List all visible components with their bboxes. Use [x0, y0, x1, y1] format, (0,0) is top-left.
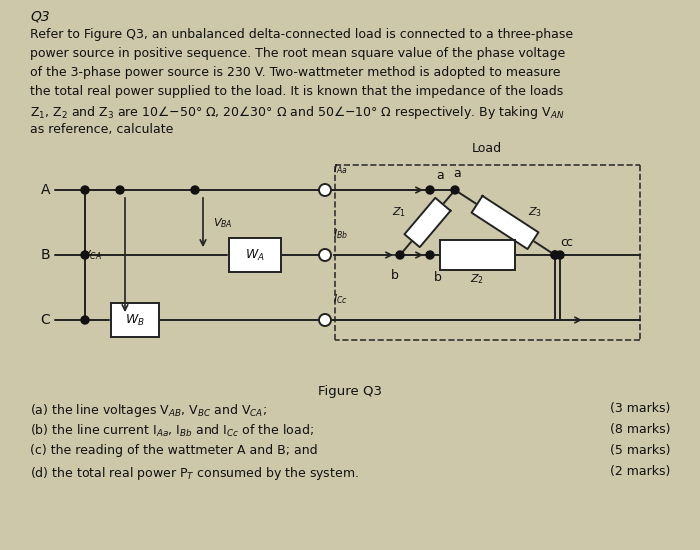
Text: (b) the line current I$_{Aa}$, I$_{Bb}$ and I$_{Cc}$ of the load;: (b) the line current I$_{Aa}$, I$_{Bb}$ …	[30, 423, 314, 439]
Text: c: c	[565, 236, 572, 249]
Text: $V_{BA}$: $V_{BA}$	[213, 216, 232, 230]
Text: Refer to Figure Q3, an unbalanced delta-connected load is connected to a three-p: Refer to Figure Q3, an unbalanced delta-…	[30, 28, 573, 41]
Text: (c) the reading of the wattmeter A and B; and: (c) the reading of the wattmeter A and B…	[30, 444, 318, 457]
Text: a: a	[436, 169, 444, 182]
Text: (3 marks): (3 marks)	[610, 402, 670, 415]
Text: power source in positive sequence. The root mean square value of the phase volta: power source in positive sequence. The r…	[30, 47, 566, 60]
Circle shape	[319, 184, 331, 196]
Text: Z$_1$, Z$_2$ and Z$_3$ are 10$\angle$$-$50° $\Omega$, 20$\angle$30° $\Omega$ and: Z$_1$, Z$_2$ and Z$_3$ are 10$\angle$$-$…	[30, 104, 564, 121]
Text: of the 3-phase power source is 230 V. Two-wattmeter method is adopted to measure: of the 3-phase power source is 230 V. Tw…	[30, 66, 561, 79]
Text: (5 marks): (5 marks)	[610, 444, 670, 457]
Text: C: C	[41, 313, 50, 327]
Text: as reference, calculate: as reference, calculate	[30, 123, 174, 136]
Text: $V_{CA}$: $V_{CA}$	[82, 248, 102, 262]
Text: Figure Q3: Figure Q3	[318, 385, 382, 398]
Circle shape	[551, 251, 559, 259]
Circle shape	[81, 251, 89, 259]
Circle shape	[319, 314, 331, 326]
Circle shape	[191, 186, 199, 194]
Text: b: b	[391, 269, 399, 282]
Bar	[440, 240, 514, 270]
Circle shape	[81, 316, 89, 324]
Text: Q3: Q3	[30, 10, 50, 24]
Text: $Z_1$: $Z_1$	[393, 206, 407, 219]
Bar	[111, 303, 159, 337]
Text: (2 marks): (2 marks)	[610, 465, 670, 478]
Polygon shape	[405, 198, 451, 247]
Circle shape	[396, 251, 404, 259]
Circle shape	[551, 251, 559, 259]
Circle shape	[116, 186, 124, 194]
Bar	[229, 238, 281, 272]
Text: $W_B$: $W_B$	[125, 312, 145, 328]
Text: $W_A$: $W_A$	[245, 248, 265, 262]
Circle shape	[319, 249, 331, 261]
Text: $I_{Bb}$: $I_{Bb}$	[333, 227, 348, 241]
Text: B: B	[41, 248, 50, 262]
Text: the total real power supplied to the load. It is known that the impedance of the: the total real power supplied to the loa…	[30, 85, 564, 98]
Text: $I_{Aa}$: $I_{Aa}$	[333, 162, 348, 176]
Text: b: b	[434, 271, 442, 284]
Text: Load: Load	[472, 142, 502, 156]
Polygon shape	[472, 196, 538, 249]
Text: (8 marks): (8 marks)	[610, 423, 670, 436]
Circle shape	[81, 186, 89, 194]
Text: $I_{Cc}$: $I_{Cc}$	[333, 292, 348, 306]
Text: A: A	[41, 183, 50, 197]
Circle shape	[451, 186, 459, 194]
Text: $Z_2$: $Z_2$	[470, 272, 484, 286]
Text: c: c	[560, 236, 567, 249]
Circle shape	[426, 251, 434, 259]
Text: a: a	[453, 167, 461, 180]
Circle shape	[556, 251, 564, 259]
Text: $Z_3$: $Z_3$	[528, 206, 542, 219]
Text: (d) the total real power P$_T$ consumed by the system.: (d) the total real power P$_T$ consumed …	[30, 465, 359, 482]
Circle shape	[426, 186, 434, 194]
Text: (a) the line voltages V$_{AB}$, V$_{BC}$ and V$_{CA}$;: (a) the line voltages V$_{AB}$, V$_{BC}$…	[30, 402, 267, 419]
